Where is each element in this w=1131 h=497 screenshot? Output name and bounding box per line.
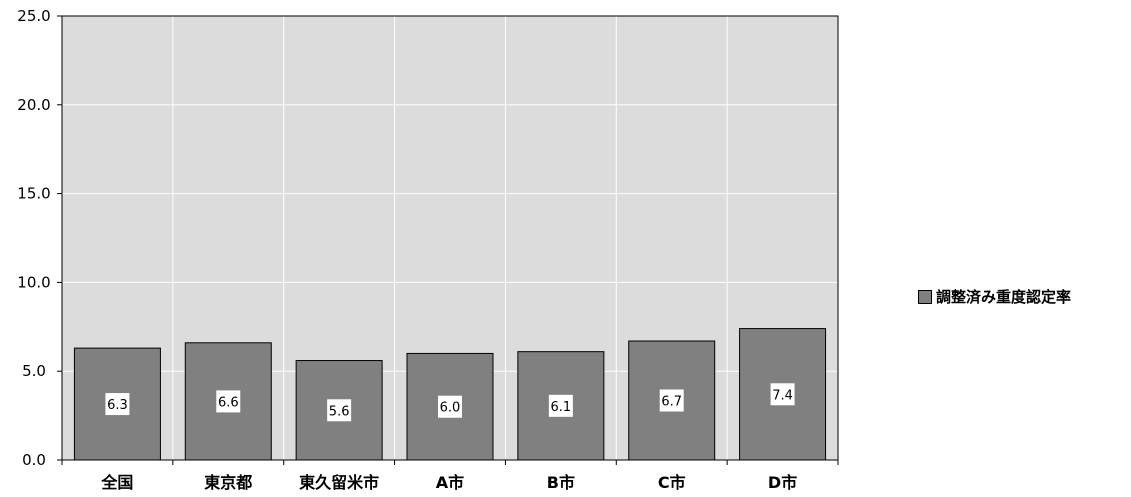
x-category-label: D市	[768, 473, 797, 492]
x-category-label: 東京都	[204, 473, 252, 492]
x-category-label: 全国	[100, 473, 133, 492]
data-labels: 6.3 6.6 5.6 6.0 6.1 6.7 7.4	[105, 383, 795, 422]
y-tick-label: 15.0	[17, 185, 50, 203]
x-category-label: C市	[658, 473, 686, 492]
bar	[517, 351, 605, 461]
data-label-box	[216, 390, 241, 413]
data-label-box	[438, 395, 462, 418]
x-category-label: A市	[436, 473, 464, 492]
legend: 調整済み重度認定率	[918, 286, 1071, 307]
y-axis: 0.0 5.0 10.0 15.0 20.0 25.0	[17, 7, 62, 469]
data-label-box	[659, 389, 684, 412]
data-label: 7.4	[772, 388, 793, 403]
data-label-box	[548, 394, 573, 417]
bars	[73, 328, 827, 461]
y-tick-label: 0.0	[22, 451, 46, 469]
y-tick-label: 5.0	[22, 362, 46, 380]
y-tick-label: 25.0	[17, 7, 50, 25]
x-axis: 全国 東京都 東久留米市 A市 B市 C市 D市	[61, 460, 839, 492]
x-category-label: 東久留米市	[299, 473, 379, 492]
data-label: 6.6	[218, 395, 239, 410]
y-tick-label: 10.0	[17, 273, 50, 291]
data-label-box	[105, 393, 130, 416]
data-label: 6.3	[107, 398, 128, 413]
legend-swatch	[918, 289, 932, 304]
y-tick-label: 20.0	[17, 96, 50, 114]
data-label-box	[770, 383, 795, 406]
x-category-label: B市	[547, 473, 575, 492]
data-label: 6.1	[551, 400, 572, 415]
legend-label: 調整済み重度認定率	[936, 288, 1072, 306]
data-label: 6.0	[440, 401, 461, 416]
data-label: 6.7	[661, 395, 682, 410]
data-label-box	[327, 399, 352, 422]
data-label: 5.6	[329, 404, 350, 419]
plot-frame	[61, 15, 839, 461]
